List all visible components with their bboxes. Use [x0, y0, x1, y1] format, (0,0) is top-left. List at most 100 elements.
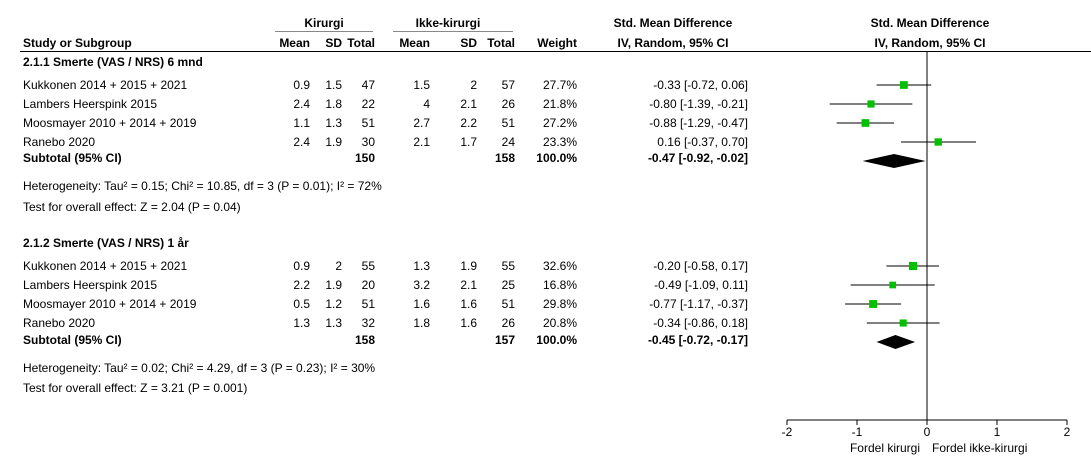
- mean2: 1.6: [413, 297, 430, 311]
- group2-header: Ikke-kirurgi: [415, 16, 481, 30]
- sd1: 1.2: [325, 297, 342, 311]
- effect-method: IV, Random, 95% CI: [617, 36, 729, 50]
- total1: 32: [361, 316, 375, 330]
- point-estimate: [889, 281, 897, 289]
- col-mean2: Mean: [399, 36, 430, 50]
- sd1: 2: [335, 259, 342, 273]
- ci-text: 0.16 [-0.37, 0.70]: [657, 135, 748, 149]
- sd2: 2.1: [460, 278, 477, 292]
- mean2: 2.7: [413, 116, 430, 130]
- weight: 29.8%: [542, 297, 577, 311]
- sd1: 1.3: [325, 316, 342, 330]
- total2: 24: [501, 135, 515, 149]
- point-estimate: [934, 138, 942, 146]
- study-name: Moosmayer 2010 + 2014 + 2019: [23, 297, 197, 311]
- tick-label: 1: [993, 425, 1001, 439]
- sd1: 1.9: [325, 135, 342, 149]
- col-study: Study or Subgroup: [23, 36, 132, 50]
- study-name: Ranebo 2020: [23, 316, 96, 330]
- subtotal-label: Subtotal (95% CI): [23, 333, 122, 347]
- subtotal-total1: 158: [354, 333, 375, 347]
- total1: 20: [361, 278, 375, 292]
- mean1: 0.5: [293, 297, 310, 311]
- sd2: 2: [470, 78, 477, 92]
- col-total1: Total: [347, 36, 375, 50]
- weight: 32.6%: [542, 259, 577, 273]
- sd1: 1.5: [325, 78, 342, 92]
- weight: 16.8%: [542, 278, 577, 292]
- mean1: 2.4: [293, 135, 310, 149]
- weight: 21.8%: [542, 97, 577, 111]
- weight: 20.8%: [542, 316, 577, 330]
- ci-text: -0.80 [-1.39, -0.21]: [649, 97, 748, 111]
- total2: 26: [501, 97, 515, 111]
- heterogeneity-text: Heterogeneity: Tau² = 0.15; Chi² = 10.85…: [23, 179, 382, 193]
- sd2: 2.1: [460, 97, 477, 111]
- total1: 51: [361, 297, 375, 311]
- effect-title: Std. Mean Difference: [613, 16, 733, 30]
- mean1: 2.2: [293, 278, 310, 292]
- sd2: 1.6: [460, 297, 477, 311]
- ci-text: -0.34 [-0.86, 0.18]: [653, 316, 748, 330]
- mean2: 1.3: [413, 259, 430, 273]
- overall-effect-text: Test for overall effect: Z = 3.21 (P = 0…: [23, 381, 248, 395]
- total1: 55: [361, 259, 375, 273]
- sd1: 1.8: [325, 97, 342, 111]
- subgroup-title: 2.1.1 Smerte (VAS / NRS) 6 mnd: [23, 55, 203, 69]
- pooled-diamond: [862, 154, 926, 168]
- subtotal-total2: 157: [494, 333, 515, 347]
- header-rule: [20, 51, 1091, 52]
- group2-rule: [393, 31, 513, 32]
- ci-text: -0.20 [-0.58, 0.17]: [653, 259, 748, 273]
- ci-text: -0.88 [-1.29, -0.47]: [649, 116, 748, 130]
- weight: 27.7%: [542, 78, 577, 92]
- sd1: 1.3: [325, 116, 342, 130]
- total2: 25: [501, 278, 515, 292]
- group1-rule: [275, 31, 373, 32]
- subtotal-total2: 158: [494, 151, 515, 165]
- study-name: Moosmayer 2010 + 2014 + 2019: [23, 116, 197, 130]
- subtotal-label: Subtotal (95% CI): [23, 151, 122, 165]
- study-name: Kukkonen 2014 + 2015 + 2021: [23, 259, 188, 273]
- sd2: 2.2: [460, 116, 477, 130]
- mean1: 2.4: [293, 97, 310, 111]
- total1: 22: [361, 97, 375, 111]
- subtotal-ci-text: -0.47 [-0.92, -0.02]: [647, 151, 748, 165]
- sd2: 1.6: [460, 316, 477, 330]
- total2: 51: [501, 297, 515, 311]
- ci-text: -0.33 [-0.72, 0.06]: [653, 78, 748, 92]
- total2: 55: [501, 259, 515, 273]
- total2: 57: [501, 78, 515, 92]
- total1: 30: [361, 135, 375, 149]
- subtotal-total1: 150: [354, 151, 375, 165]
- tick-label: -2: [781, 425, 793, 439]
- study-name: Ranebo 2020: [23, 135, 96, 149]
- pooled-diamond: [876, 335, 916, 349]
- sd2: 1.7: [460, 135, 477, 149]
- study-name: Lambers Heerspink 2015: [23, 97, 158, 111]
- mean1: 1.3: [293, 316, 310, 330]
- subtotal-ci-text: -0.45 [-0.72, -0.17]: [647, 333, 748, 347]
- study-name: Lambers Heerspink 2015: [23, 278, 158, 292]
- sd1: 1.9: [325, 278, 342, 292]
- plot-method: IV, Random, 95% CI: [874, 36, 986, 50]
- point-estimate: [908, 261, 918, 271]
- mean2: 1.5: [413, 78, 430, 92]
- subtotal-weight: 100.0%: [536, 333, 577, 347]
- mean1: 1.1: [293, 116, 310, 130]
- heterogeneity-text: Heterogeneity: Tau² = 0.02; Chi² = 4.29,…: [23, 361, 376, 375]
- ci-text: -0.49 [-1.09, 0.11]: [654, 278, 748, 292]
- mean2: 1.8: [413, 316, 430, 330]
- col-sd2: SD: [460, 36, 477, 50]
- total1: 51: [361, 116, 375, 130]
- total1: 47: [361, 78, 375, 92]
- point-estimate: [861, 119, 870, 127]
- weight: 23.3%: [542, 135, 577, 149]
- study-name: Kukkonen 2014 + 2015 + 2021: [23, 78, 188, 92]
- subtotal-weight: 100.0%: [536, 151, 577, 165]
- point-estimate: [899, 319, 907, 327]
- point-estimate: [900, 81, 908, 89]
- col-mean1: Mean: [279, 36, 310, 50]
- tick-label: -1: [851, 425, 863, 439]
